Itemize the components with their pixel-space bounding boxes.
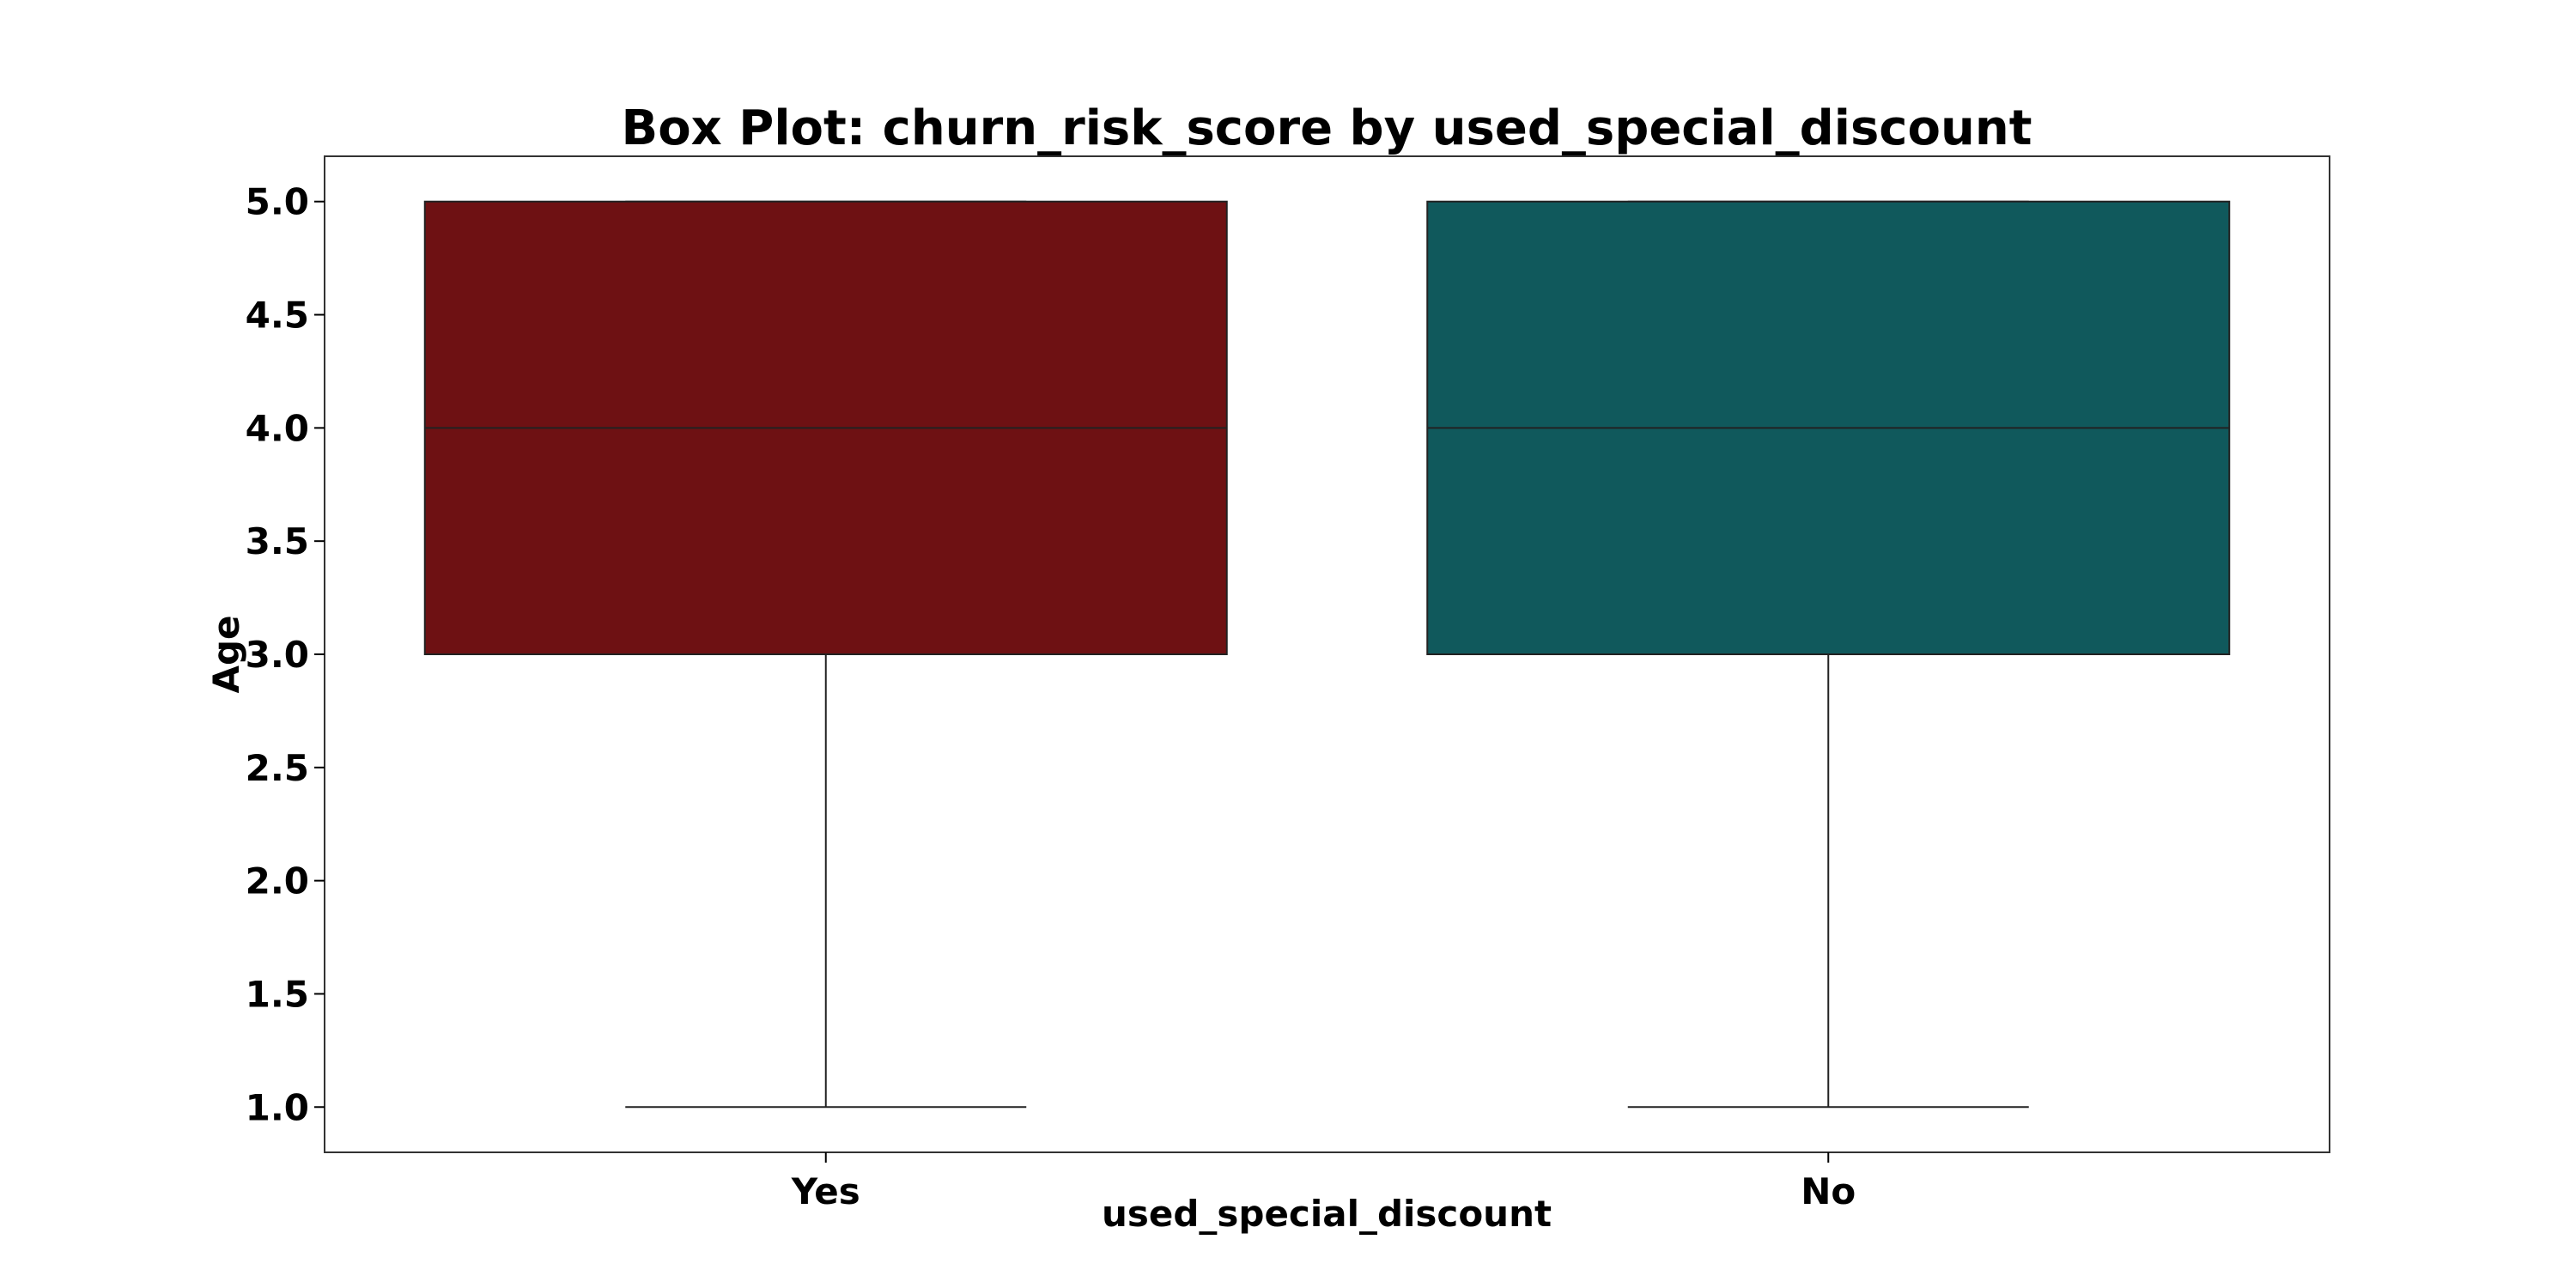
x-axis-label: used_special_discount	[1102, 1193, 1552, 1235]
x-tick-label: No	[1801, 1170, 1856, 1212]
y-tick-label: 4.0	[246, 407, 309, 449]
y-tick-label: 2.0	[246, 860, 309, 902]
y-axis-label: Age	[205, 615, 247, 693]
y-axis-ticks: 1.0 1.5 2.0 2.5 3.0 3.5 4.0 4.5 5.0	[246, 181, 325, 1128]
chart-title: Box Plot: churn_risk_score by used_speci…	[622, 100, 2032, 156]
y-tick-label: 3.5	[246, 520, 309, 562]
y-tick-label: 2.5	[246, 747, 309, 789]
y-tick-label: 4.5	[246, 295, 309, 337]
y-tick-label: 5.0	[246, 181, 309, 223]
box-group	[423, 200, 1228, 1109]
x-tick-label: Yes	[791, 1170, 860, 1212]
y-tick-label: 1.5	[246, 973, 309, 1015]
y-tick-label: 3.0	[246, 634, 309, 676]
y-tick-label: 1.0	[246, 1086, 309, 1128]
x-axis-ticks: Yes No	[791, 1152, 1856, 1212]
boxes-layer	[423, 200, 2231, 1109]
box-group	[1426, 200, 2231, 1109]
